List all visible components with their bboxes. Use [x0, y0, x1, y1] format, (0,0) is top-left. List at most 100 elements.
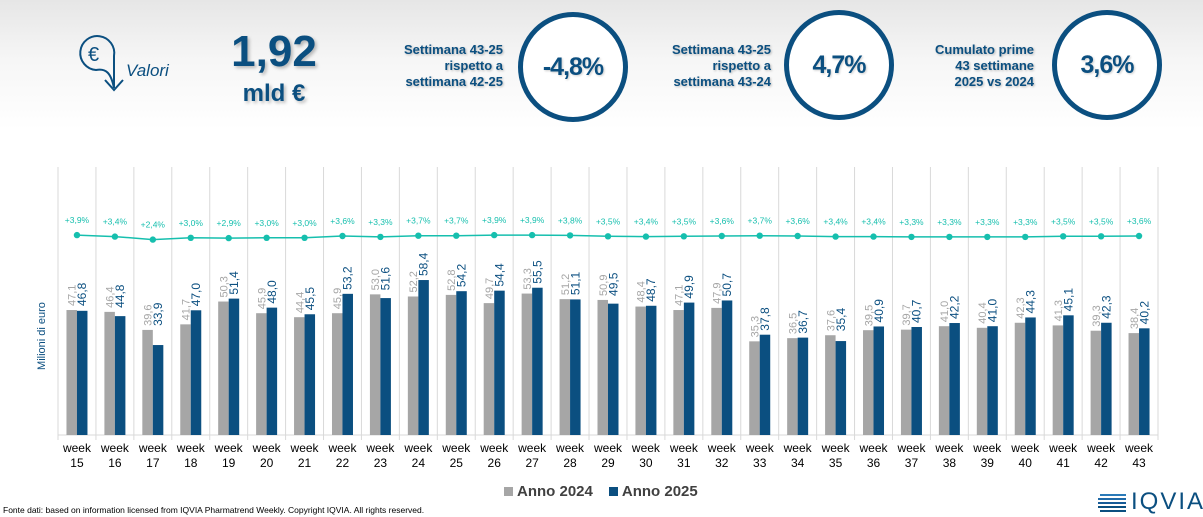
x-tick-label: week: [896, 441, 926, 455]
data-label-2024: 41,3: [1053, 300, 1065, 321]
growth-label: +3,5%: [1051, 216, 1076, 226]
data-label-2024: 41,7: [181, 299, 193, 320]
x-tick-label: 42: [1094, 456, 1108, 470]
bar-anno-2025: [797, 337, 809, 435]
growth-point: [453, 232, 460, 239]
x-tick-label: week: [631, 441, 661, 455]
bar-anno-2025: [190, 310, 202, 435]
x-tick-label: 21: [298, 456, 312, 470]
growth-point: [415, 232, 422, 239]
data-label-2025: 49,9: [682, 275, 696, 299]
x-tick-label: 37: [905, 456, 919, 470]
growth-point: [870, 233, 877, 240]
bar-anno-2024: [256, 313, 267, 435]
data-label-2025: 42,2: [948, 295, 962, 319]
growth-label: +3,3%: [937, 217, 962, 227]
kpi-label-line: settimana 43-24: [673, 74, 771, 89]
bar-anno-2025: [835, 341, 847, 435]
bar-anno-2024: [445, 294, 457, 435]
growth-label: +3,5%: [596, 216, 621, 226]
x-tick-label: 34: [791, 456, 805, 470]
data-label-2024: 39,5: [863, 305, 875, 326]
kpi-label-line: Settimana 43-25: [404, 42, 503, 57]
data-label-2025: 40,2: [1137, 301, 1151, 325]
growth-label: +3,7%: [748, 216, 773, 226]
bar-anno-2025: [114, 316, 126, 435]
bar-anno-2024: [142, 329, 153, 435]
x-tick-label: 17: [146, 456, 160, 470]
data-label-2025: 48,7: [644, 278, 658, 302]
bar-anno-2024: [521, 293, 533, 435]
x-tick-label: 15: [70, 456, 84, 470]
bar-anno-2025: [304, 314, 316, 435]
kpi-yoy-value: 4,7%: [784, 10, 894, 120]
x-tick-label: week: [214, 441, 244, 455]
growth-label: +3,6%: [1127, 216, 1152, 226]
data-label-2024: 50,3: [218, 276, 230, 297]
legend-label: Anno 2024: [517, 483, 593, 500]
legend-swatch-2025: [608, 487, 618, 496]
x-tick-label: week: [138, 441, 168, 455]
x-axis-tick-labels: week15week16week17week18week19week20week…: [62, 441, 1154, 470]
data-label-2024: 39,7: [901, 304, 913, 325]
bar-anno-2025: [683, 302, 695, 435]
bar-anno-2025: [76, 310, 88, 435]
kpi-cumulative-value: 3,6%: [1052, 10, 1162, 120]
bar-anno-2024: [66, 310, 77, 435]
euro-down-arrow-icon: €: [79, 35, 124, 92]
bar-anno-2024: [1090, 330, 1102, 435]
bar-anno-2025: [570, 299, 581, 435]
data-label-2024: 41,0: [939, 301, 951, 322]
growth-point: [756, 232, 763, 239]
x-tick-label: 38: [943, 456, 957, 470]
iqvia-logo: IQVIA: [1098, 488, 1203, 516]
x-tick-label: 39: [981, 456, 995, 470]
data-label-2025: 49,5: [606, 272, 620, 296]
x-tick-label: 41: [1056, 456, 1070, 470]
growth-point: [1097, 233, 1105, 240]
bar-anno-2025: [532, 287, 543, 435]
kpi-label-line: 43 settimane: [955, 58, 1034, 73]
x-tick-label: 24: [412, 456, 426, 470]
bar-anno-2024: [597, 299, 608, 435]
growth-label: +3,5%: [1089, 216, 1114, 226]
data-label-2025: 36,7: [796, 310, 810, 334]
data-label-2025: 53,2: [341, 266, 355, 290]
growth-label: +3,4%: [861, 217, 886, 227]
bar-anno-2024: [407, 296, 419, 435]
bar-anno-2025: [1101, 322, 1112, 435]
x-tick-label: week: [1124, 441, 1154, 455]
data-label-2024: 47,1: [674, 285, 686, 306]
data-label-2025: 44,3: [1023, 290, 1037, 314]
x-tick-label: week: [593, 441, 623, 455]
x-tick-label: week: [745, 441, 775, 455]
data-label-2025: 35,4: [834, 308, 848, 332]
growth-label: +3,8%: [558, 215, 583, 225]
growth-label: +3,4%: [823, 217, 848, 227]
kpi-weekly-value: -4,8%: [518, 12, 628, 122]
x-tick-label: week: [479, 441, 509, 455]
growth-point: [718, 232, 725, 240]
svg-text:€: €: [88, 44, 99, 66]
data-label-2025: 48,0: [265, 280, 279, 304]
data-label-2025: 50,7: [720, 273, 734, 297]
growth-point: [263, 234, 270, 241]
growth-point: [528, 231, 536, 239]
data-label-2024: 38,4: [1129, 308, 1141, 329]
bar-anno-2024: [825, 335, 836, 435]
data-label-2024: 51,2: [560, 274, 572, 295]
gridlines: [57, 167, 1159, 440]
growth-point: [832, 233, 839, 240]
growth-point: [1022, 233, 1029, 241]
total-value: 1,92: [231, 27, 317, 76]
bar-anno-2025: [1063, 315, 1074, 435]
x-tick-label: 23: [374, 456, 388, 470]
data-label-2024: 53,3: [522, 268, 534, 289]
data-label-2025: 51,1: [568, 271, 582, 295]
bar-anno-2025: [873, 326, 885, 435]
bar-anno-2024: [1128, 333, 1140, 435]
legend-item-2024: Anno 2024: [504, 483, 593, 500]
x-tick-label: week: [365, 441, 395, 455]
x-tick-label: 16: [108, 456, 122, 470]
x-tick-label: week: [783, 441, 813, 455]
